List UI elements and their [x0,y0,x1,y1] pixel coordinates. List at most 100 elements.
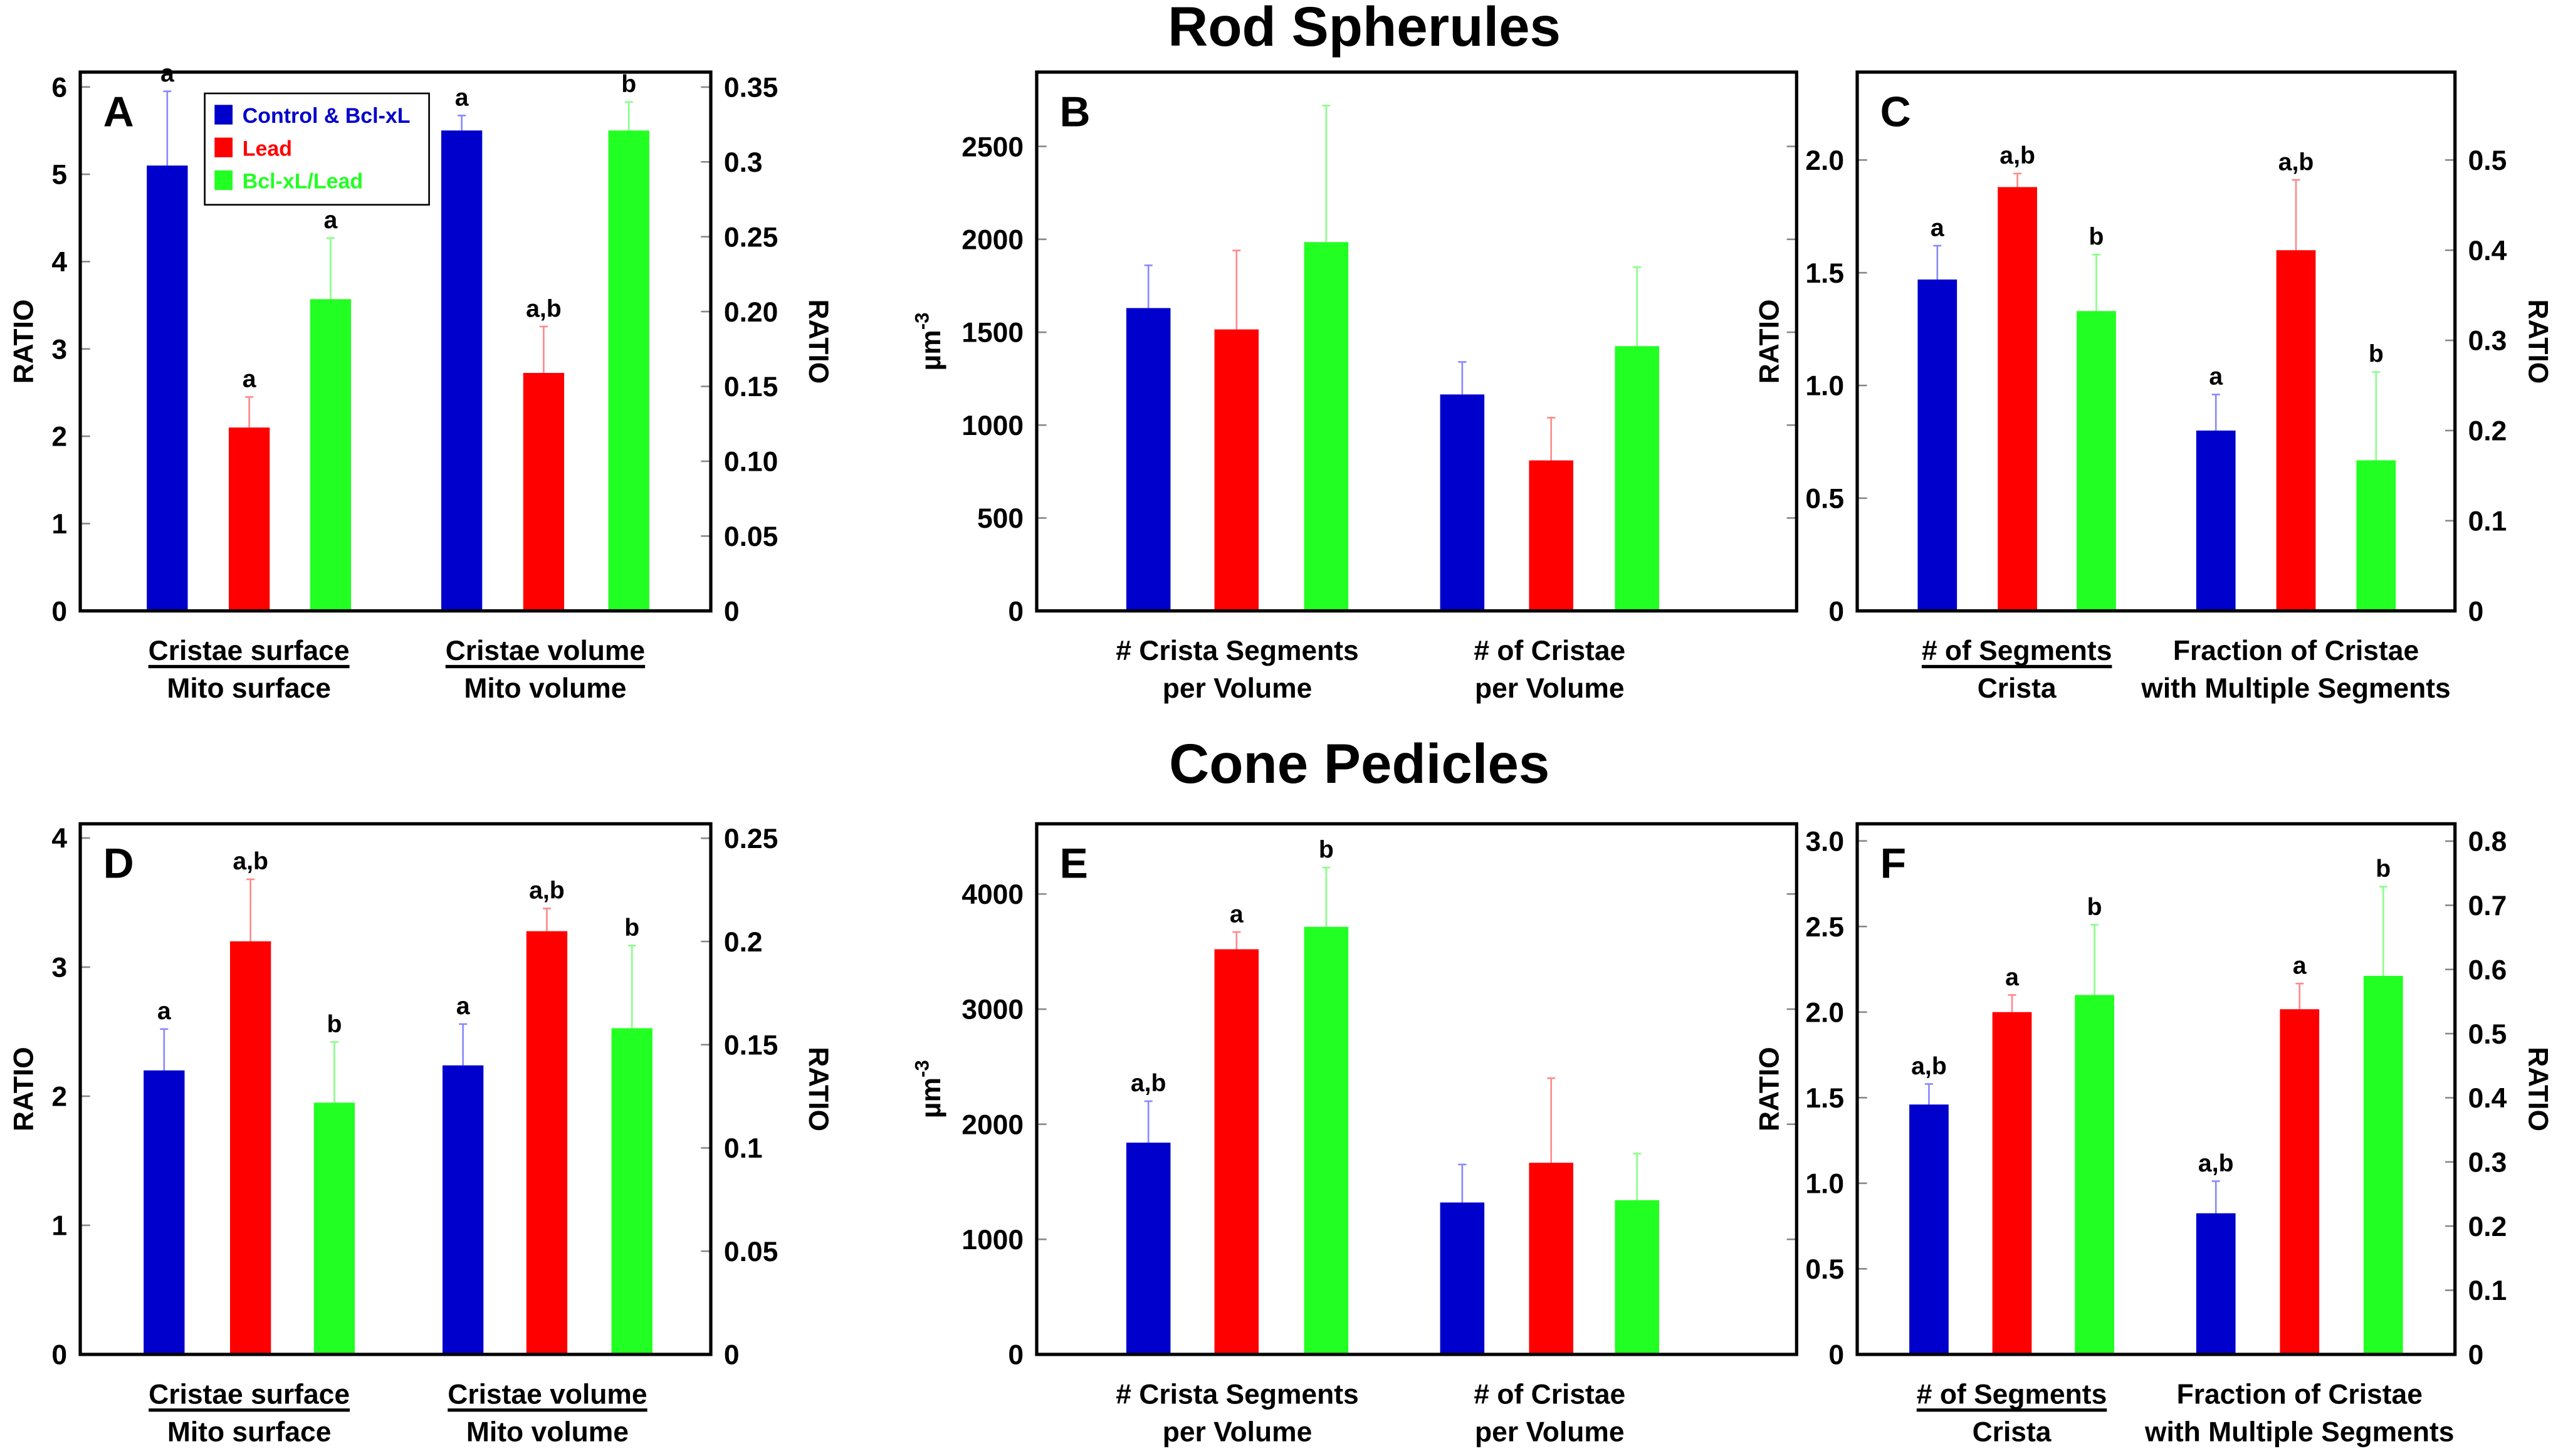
right-tick-label: 0.20 [724,297,778,328]
group-label: # of Segments [1922,636,2112,666]
right-tick-label: 0.1 [724,1133,763,1164]
bar [2077,311,2116,611]
significance-letter: a,b [1131,1070,1166,1097]
right-tick-label: 0.2 [2468,416,2507,447]
bar [442,1065,484,1354]
right-tick-label: 0.15 [724,372,778,402]
right-tick-label: 0 [2468,596,2484,627]
left-tick-label: 3000 [962,995,1024,1025]
right-tick-label: 0.4 [2468,1083,2507,1114]
group-label: Crista [1973,1417,2052,1447]
bar [526,931,568,1354]
right-tick-label: 0.35 [724,73,778,103]
panel-d: 0 1 2 3 4 0 0.05 0.1 0.15 0.2 0.25 a a,b b Cristae sur… [8,822,834,1447]
significance-letter: a [1931,214,1945,241]
group-label: Mito volume [464,673,626,704]
right-tick-label: 0.5 [2468,145,2507,176]
left-tick-label: 1 [51,1211,67,1242]
significance-letter: a,b [1911,1053,1947,1080]
y2-axis-label: RATIO [2522,299,2553,384]
panel-label: C [1880,88,1911,135]
significance-letter: a,b [233,848,268,875]
significance-letter: b [2369,341,2384,368]
right-tick-label: 0.6 [2468,955,2507,985]
right-tick-label: 0.3 [2468,326,2507,357]
panel-b: 0 500 1000 1500 2000 2500 # Crista Segments per… [911,70,1798,704]
y2-axis-label: RATIO [2522,1047,2553,1131]
significance-letter: a [456,993,471,1020]
left-tick-label: 3 [51,334,67,365]
group-label: Cristae surface [149,636,350,666]
right-tick-label: 0.8 [2468,827,2507,857]
right-tick-label: 0.10 [724,447,778,478]
plot-frame [78,70,713,613]
significance-letter: a,b [529,877,565,904]
group-label: Crista [1978,673,2057,704]
significance-letter: b [327,1011,342,1038]
left-tick-label: 2000 [962,225,1024,256]
right-tick-label: 0.2 [2468,1212,2507,1242]
plot-frame [78,822,713,1356]
title-cone-pedicles: Cone Pedicles [1169,733,1549,795]
y2-axis-label: RATIO [803,299,834,384]
panel-label: A [103,88,134,135]
left-tick-label: 1.0 [1805,371,1844,402]
left-tick-label: 5 [51,160,67,191]
bar [1529,1163,1574,1354]
right-tick-label: 0.5 [2468,1019,2507,1050]
y-axis-label: RATIO [1754,299,1785,384]
left-tick-label: 0 [1008,1340,1024,1371]
left-tick-label: 0 [51,596,67,627]
panel-f: 0 0.5 1.0 1.5 2.0 2.5 3.0 0 0.1 0.2 0.3 0.4 0.5 0.6 0.… [1754,822,2553,1447]
bar [310,299,352,611]
group-label: Cristae volume [446,636,645,666]
significance-letter: a [455,85,469,112]
significance-letter: a [2293,953,2307,980]
bar [1529,460,1574,611]
bar [1992,1012,2032,1354]
bar [611,1028,652,1354]
bar [2196,1213,2236,1354]
group-label: # of Cristae [1474,636,1625,666]
right-tick-label: 0.7 [2468,891,2507,921]
left-tick-label: 4000 [962,879,1024,910]
significance-letter: b [624,914,639,941]
group-label: per Volume [1475,1417,1625,1447]
group-label: # of Cristae [1474,1379,1625,1410]
bar [1615,1200,1660,1354]
group-label: Mito volume [466,1417,629,1447]
left-tick-label: 0 [1008,596,1024,627]
bar [1214,329,1259,611]
left-tick-label: 0 [1828,1340,1844,1371]
bar [1909,1104,1949,1354]
bar [147,165,188,611]
right-tick-label: 0.25 [724,824,778,854]
right-tick-label: 0.25 [724,222,778,253]
legend-label: Bcl-xL/Lead [243,170,363,194]
left-tick-label: 0 [1828,596,1844,627]
group-label: Mito surface [167,673,331,704]
left-tick-label: 2 [51,422,67,453]
left-tick-label: 2.0 [1805,145,1844,176]
left-tick-label: 4 [51,824,67,854]
significance-letter: a [1230,901,1244,928]
group-label: Fraction of Cristae [2173,636,2419,666]
left-tick-label: 1000 [962,1225,1024,1255]
panel-label: B [1060,88,1091,135]
right-tick-label: 0.3 [724,147,763,178]
y-axis-label: µm-3 [911,312,946,370]
panel-e: 0 1000 2000 3000 4000 a,b a b # Crista Segments p… [911,822,1798,1447]
right-tick-label: 0.3 [2468,1148,2507,1178]
title-rod-spherules: Rod Spherules [1168,0,1561,58]
left-tick-label: 1.0 [1805,1169,1844,1200]
right-tick-label: 0 [724,596,740,627]
group-label: Fraction of Cristae [2177,1379,2423,1410]
significance-letter: b [621,71,636,98]
group-label: Cristae volume [448,1379,647,1410]
bar [1304,242,1349,611]
bar [2356,460,2396,611]
significance-letter: b [2376,856,2391,883]
bar [229,941,271,1354]
panel-a: 0 1 2 3 4 5 6 0 0.05 0.10 0.15 0.20 0.25 0.3 0.35 a a a Cr… [8,60,834,704]
